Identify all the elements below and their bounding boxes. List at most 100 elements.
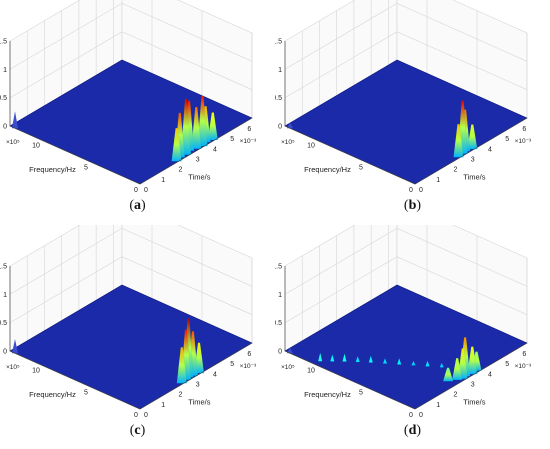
time-exponent: ×10⁻³ <box>515 363 532 370</box>
panel-caption-c: (c) <box>129 423 146 438</box>
surface-ridge-peak <box>411 360 416 366</box>
time-axis-line <box>139 342 253 410</box>
frequency-tick-label: 0 <box>134 412 138 419</box>
time-axis-label: Time/s <box>463 398 485 407</box>
time-exponent: ×10⁻³ <box>240 138 257 145</box>
surface-ridge-peak <box>368 355 373 363</box>
chart-svg-a: 3D time-frequency graph00.511.5Amplitude… <box>0 0 257 194</box>
panel-caption-b: (b) <box>403 198 422 213</box>
time-exponent: ×10⁻³ <box>515 138 532 145</box>
wall-gridline <box>9 256 253 323</box>
frequency-axis-label: Frequency/Hz <box>29 390 76 399</box>
frequency-axis-line <box>284 125 416 185</box>
time-tick-label: 2 <box>454 167 458 174</box>
time-tick-label: 2 <box>179 167 183 174</box>
frequency-axis-label: Frequency/Hz <box>304 390 351 399</box>
chart-svg-d: 3D time-frequency graph00.511.5Amplitude… <box>275 225 532 419</box>
wall-gridline <box>284 227 528 295</box>
frequency-axis-line <box>9 350 141 410</box>
time-tick-label: 5 <box>230 136 234 143</box>
time-tick-label: 6 <box>247 126 251 133</box>
wall-gridline <box>284 256 528 323</box>
surface-ridge-peak <box>425 360 430 367</box>
time-tick-label: 0 <box>144 187 148 194</box>
wall-gridline <box>9 31 253 98</box>
z-tick-label: 0 <box>3 349 7 356</box>
time-tick-label: 3 <box>196 157 200 164</box>
time-axis-line <box>414 117 528 185</box>
time-axis-label: Time/s <box>463 173 485 182</box>
frequency-tick-label: 5 <box>359 165 363 172</box>
frequency-tick-label: 10 <box>32 367 40 374</box>
panel-caption-a: (a) <box>129 198 146 213</box>
z-tick-label: 0.5 <box>275 95 282 102</box>
panel-caption-d: (d) <box>403 423 422 438</box>
surface-peak <box>180 98 192 155</box>
wall-gridline <box>9 2 253 70</box>
time-axis-line <box>414 342 528 410</box>
time-tick-label: 2 <box>179 392 183 399</box>
frequency-tick-label: 10 <box>32 142 40 149</box>
frequency-tick-label: 5 <box>84 390 88 397</box>
frequency-exponent: ×10⁵ <box>281 139 295 146</box>
z-tick-label: 1.5 <box>275 264 282 271</box>
z-tick-label: 1 <box>3 292 7 299</box>
time-tick-label: 1 <box>436 177 440 184</box>
time-tick-label: 4 <box>213 371 217 378</box>
time-tick-label: 1 <box>436 402 440 409</box>
z-tick-label: 0 <box>3 124 7 131</box>
wall-gridline <box>284 2 528 70</box>
surface-edge-spike <box>287 122 293 129</box>
frequency-exponent: ×10⁵ <box>6 364 20 371</box>
surface-ridge-peak <box>355 356 360 362</box>
frequency-tick-label: 5 <box>359 390 363 397</box>
time-axis-label: Time/s <box>188 398 210 407</box>
frequency-tick-label: 0 <box>409 412 413 419</box>
surface-peak <box>442 367 454 382</box>
time-tick-label: 4 <box>488 146 492 153</box>
frequency-tick-label: 5 <box>84 165 88 172</box>
surface-ridge-peak <box>383 358 387 364</box>
surface-peak <box>452 358 463 380</box>
z-tick-label: 1 <box>3 67 7 74</box>
surface-ridge-peak <box>342 353 347 362</box>
time-tick-label: 6 <box>522 351 526 358</box>
surface-edge-spike <box>287 347 293 354</box>
surface-ridge-peak <box>397 358 402 365</box>
chart-panel-b: 3D time-frequency graph00.511.5Amplitude… <box>275 0 550 224</box>
frequency-tick-label: 10 <box>307 142 315 149</box>
chart-panel-a: 3D time-frequency graph00.511.5Amplitude… <box>0 0 275 224</box>
surface-edge-spike <box>12 339 18 354</box>
surface-peak <box>191 106 202 149</box>
z-tick-label: 0.5 <box>0 95 7 102</box>
frequency-tick-label: 0 <box>409 187 413 194</box>
time-tick-label: 3 <box>196 382 200 389</box>
z-tick-label: 0 <box>278 349 282 356</box>
frequency-axis-label: Frequency/Hz <box>304 165 351 174</box>
z-tick-label: 1 <box>278 292 282 299</box>
wall-gridline <box>9 227 253 295</box>
z-tick-label: 0.5 <box>0 320 7 327</box>
time-tick-label: 5 <box>230 361 234 368</box>
time-tick-label: 4 <box>488 371 492 378</box>
chart-panel-c: 3D time-frequency graph00.511.5Amplitude… <box>0 225 275 449</box>
chart-panel-d: 3D time-frequency graph00.511.5Amplitude… <box>275 225 550 449</box>
time-tick-label: 0 <box>144 412 148 419</box>
time-exponent: ×10⁻³ <box>240 363 257 370</box>
time-tick-label: 4 <box>213 146 217 153</box>
chart-svg-c: 3D time-frequency graph00.511.5Amplitude… <box>0 225 257 419</box>
time-tick-label: 5 <box>505 361 509 368</box>
time-tick-label: 3 <box>471 382 475 389</box>
time-axis-label: Time/s <box>188 173 210 182</box>
time-tick-label: 1 <box>161 402 165 409</box>
z-tick-label: 0.5 <box>275 320 282 327</box>
time-tick-label: 0 <box>419 412 423 419</box>
time-tick-label: 1 <box>161 177 165 184</box>
surface-ridge-peak <box>439 362 444 368</box>
frequency-axis-line <box>9 125 141 185</box>
surface-ridge-peak <box>318 352 323 362</box>
time-tick-label: 6 <box>247 351 251 358</box>
time-tick-label: 0 <box>419 187 423 194</box>
frequency-exponent: ×10⁵ <box>6 139 20 146</box>
chart-svg-b: 3D time-frequency graph00.511.5Amplitude… <box>275 0 532 194</box>
